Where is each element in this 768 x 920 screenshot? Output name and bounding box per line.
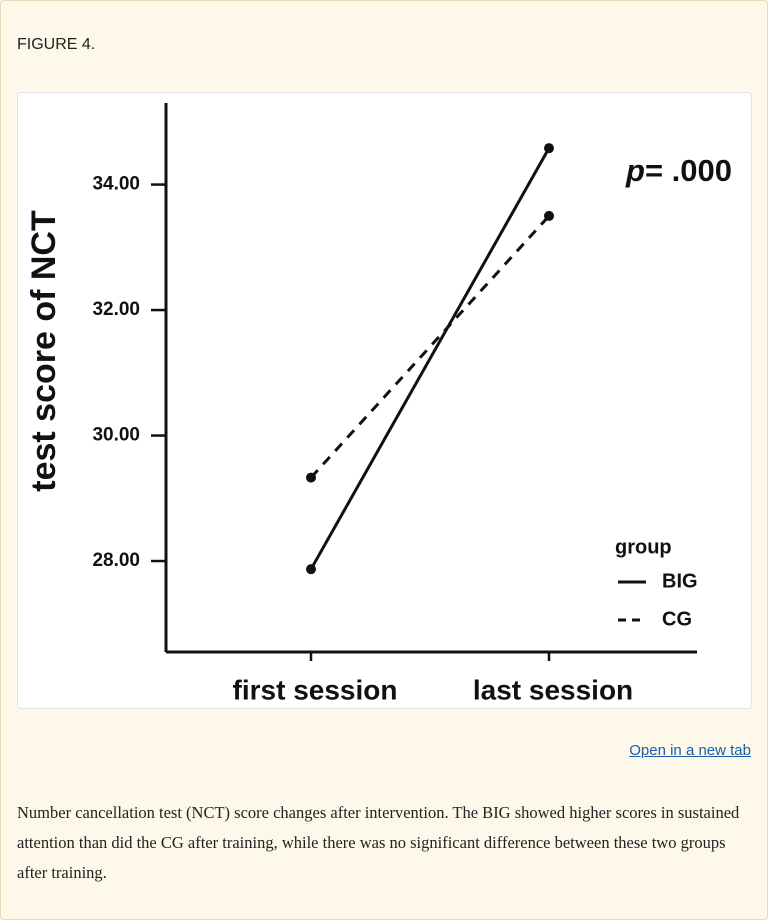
x-tick-label: last session	[473, 674, 633, 705]
annotation-symbol: p	[625, 153, 645, 188]
legend-label: CG	[662, 608, 692, 630]
legend-label: BIG	[662, 570, 698, 592]
y-tick-label: 32.00	[92, 299, 140, 320]
data-point	[544, 210, 554, 221]
x-tick-label: first session	[233, 674, 398, 705]
chart: test score of NCT p= .000 group 28.00 30.…	[25, 103, 732, 705]
legend-title: group	[615, 536, 672, 558]
y-tick-label: 28.00	[92, 550, 140, 571]
data-point	[306, 472, 316, 483]
data-point	[544, 143, 554, 154]
y-tick-label: 30.00	[92, 425, 140, 446]
series-line	[309, 147, 551, 570]
data-point	[306, 564, 316, 575]
y-tick-label: 34.00	[92, 174, 140, 195]
figure-label: FIGURE 4.	[17, 36, 96, 53]
open-new-tab-link[interactable]: Open in a new tab	[629, 742, 751, 759]
annotation: p= .000	[625, 153, 732, 188]
series-line	[309, 214, 551, 479]
caption: Number cancellation test (NCT) score cha…	[17, 803, 740, 882]
chart-container: test score of NCT p= .000 group 28.00 30.…	[17, 92, 752, 709]
annotation-text: = .000	[645, 153, 732, 188]
y-axis-title: test score of NCT	[25, 210, 63, 492]
